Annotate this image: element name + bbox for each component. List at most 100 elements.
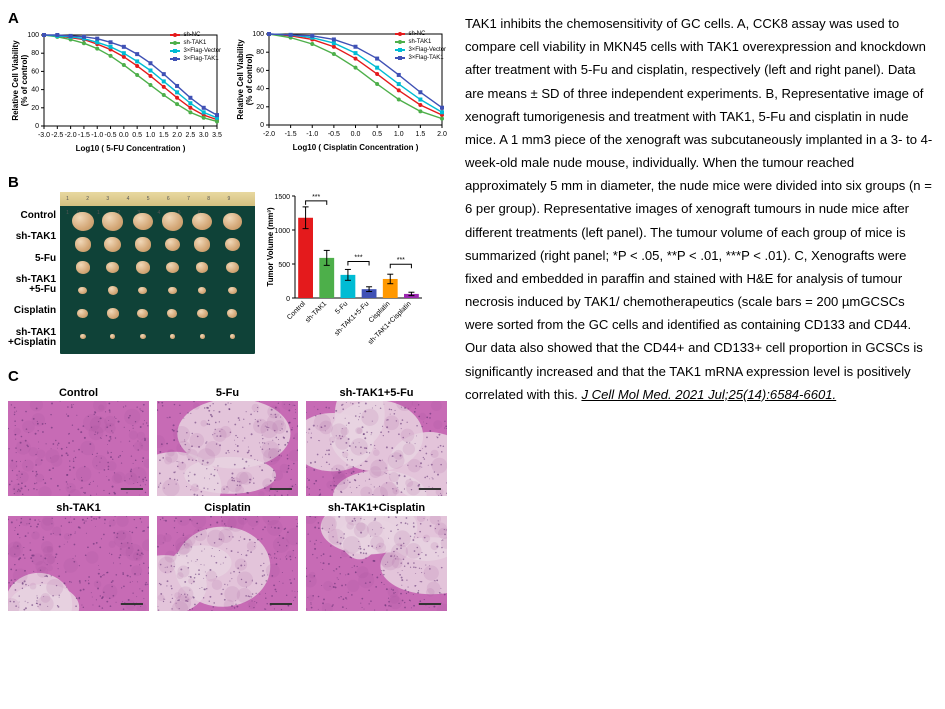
histology-cell: Cisplatin [157,502,298,611]
svg-text:-0.5: -0.5 [328,131,340,138]
svg-text:Relative Cell Viability: Relative Cell Viability [236,39,245,120]
svg-text:0.5: 0.5 [372,131,382,138]
legend-label: 3×Flag-TAK1 [408,54,443,62]
svg-text:(% of control): (% of control) [245,53,254,105]
legend-item: 3×Flag-TAK1 [170,55,221,63]
chart-legend: sh-NCsh-TAK13×Flag-Vector3×Flag-TAK1 [395,30,446,62]
histology-cell: sh-TAK1 [8,502,149,611]
svg-text:-1.5: -1.5 [285,131,297,138]
panel-c: C Control 5-Fu sh-TAK1+5-Fu sh-TAK1 Cisplati… [8,368,447,611]
svg-text:60: 60 [256,67,264,74]
histology-title: Control [8,387,149,399]
legend-label: sh-TAK1 [183,39,206,47]
xenograft-row-label: sh-TAK1 [8,232,60,243]
tumor [198,287,206,294]
svg-text:0: 0 [260,122,264,129]
svg-text:80: 80 [256,49,264,56]
tumor [227,309,237,318]
tumor [106,262,119,273]
svg-text:100: 100 [27,32,39,39]
panel-c-label: C [8,368,447,385]
legend-swatch [395,49,405,51]
svg-text:5-Fu: 5-Fu [334,300,349,315]
legend-item: sh-NC [395,30,446,38]
tumor [226,262,239,273]
caption-body: TAK1 inhibits the chemosensitivity of GC… [465,16,932,402]
tumor [170,334,175,338]
histology-title: Cisplatin [157,502,298,514]
xenograft-row-label: sh-TAK1+Cisplatin [8,328,60,349]
svg-text:100: 100 [252,31,264,38]
tumor [133,213,153,231]
panel-a: A 020406080100-3.0-2.5-2.0-1.5-1.0-0.50.… [8,10,447,164]
svg-text:1500: 1500 [275,194,291,201]
tumor [140,334,146,339]
xenograft-block: B Controlsh-TAK15-Fush-TAK1+5-FuCisplati… [8,178,255,354]
svg-text:2.0: 2.0 [437,131,447,138]
tumor [138,287,147,295]
panel-b: B Controlsh-TAK15-Fush-TAK1+5-FuCisplati… [8,178,447,354]
legend-item: 3×Flag-Vector [395,46,446,54]
histology-cell: sh-TAK1+5-Fu [306,387,447,496]
histology-image [8,516,149,611]
tumor [194,237,210,251]
histology-cell: Control [8,387,149,496]
tumor [162,212,183,230]
svg-text:-1.0: -1.0 [306,131,318,138]
legend-swatch [170,34,180,36]
tumor [165,238,180,251]
histology-title: 5-Fu [157,387,298,399]
svg-text:-1.0: -1.0 [91,132,103,139]
panel-b-label: B [8,174,19,191]
histology-cell: sh-TAK1+Cisplatin [306,502,447,611]
tumor [76,261,90,273]
legend-item: sh-NC [170,31,221,39]
tumor [228,287,237,295]
svg-text:20: 20 [256,104,264,111]
legend-swatch [395,33,405,35]
figure-caption: TAK1 inhibits the chemosensitivity of GC… [465,12,935,406]
svg-text:0.0: 0.0 [351,131,361,138]
xenograft-row-labels: Controlsh-TAK15-Fush-TAK1+5-FuCisplatins… [8,192,60,354]
tumor [102,212,123,230]
tumor [75,237,91,251]
tumor [77,309,88,319]
tumor [136,261,150,273]
chart-legend: sh-NCsh-TAK13×Flag-Vector3×Flag-TAK1 [170,31,221,63]
histology-title: sh-TAK1+5-Fu [306,387,447,399]
histology-image [306,516,447,611]
tumor [230,334,235,338]
tumor [80,334,86,339]
tumor [137,309,148,319]
legend-label: sh-TAK1 [408,38,431,46]
svg-text:Relative Cell Viability: Relative Cell Viability [11,40,20,121]
svg-text:3.5: 3.5 [212,132,222,139]
legend-swatch [170,42,180,44]
chart-a-left: A 020406080100-3.0-2.5-2.0-1.5-1.0-0.50.… [8,10,223,164]
tumor [223,213,242,230]
legend-label: sh-NC [408,30,425,38]
svg-text:1000: 1000 [275,228,291,235]
svg-text:60: 60 [31,68,39,75]
svg-text:sh-TAK1: sh-TAK1 [304,300,328,324]
figure-column: A 020406080100-3.0-2.5-2.0-1.5-1.0-0.50.… [0,0,455,709]
histology-image [157,516,298,611]
tumor-volume-svg: 050010001500Controlsh-TAK15-Fush-TAK1+5-… [261,178,426,354]
tumor [72,212,94,231]
xenograft-row-label: sh-TAK1+5-Fu [8,275,60,296]
xenograft-row-label: 5-Fu [8,254,60,265]
svg-text:0: 0 [35,123,39,130]
histology-title: sh-TAK1+Cisplatin [306,502,447,514]
svg-text:0.5: 0.5 [132,132,142,139]
svg-text:20: 20 [31,105,39,112]
svg-text:-2.5: -2.5 [51,132,63,139]
bar-chart-tumor-volume: 050010001500Controlsh-TAK15-Fush-TAK1+5-… [261,178,426,340]
ruler: 1 2 3 4 5 6 7 8 9 10 1 2 3 4 5 6 [60,192,255,206]
histology-cell: 5-Fu [157,387,298,496]
legend-label: sh-NC [183,31,200,39]
svg-text:sh-TAK1+Cisplatin: sh-TAK1+Cisplatin [367,300,413,346]
tumor [196,262,208,273]
legend-label: 3×Flag-TAK1 [183,55,218,63]
svg-text:1.0: 1.0 [394,131,404,138]
legend-item: sh-TAK1 [395,38,446,46]
